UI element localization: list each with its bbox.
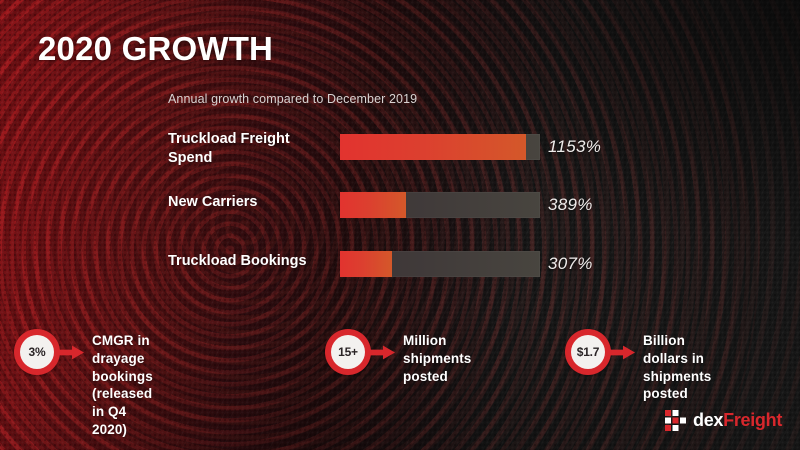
stat-number: 15+	[338, 345, 358, 359]
bar-fill	[340, 192, 406, 218]
chart-subtitle: Annual growth compared to December 2019	[168, 92, 418, 106]
dex-matrix-icon	[665, 410, 686, 431]
arrow-right-icon	[54, 345, 84, 360]
bar-label-line2: Spend	[168, 149, 213, 166]
bar-fill	[340, 251, 392, 277]
bar-value: 1153%	[548, 137, 602, 156]
stat-disc: 15+	[331, 335, 365, 369]
arrow-right-icon	[365, 345, 395, 360]
bar-label-line1: New Carriers	[168, 194, 258, 210]
stat-line2: (released in Q4 2020)	[92, 386, 153, 438]
stat-number: $1.7	[576, 345, 600, 359]
logo-wordmark: dexFreight	[693, 410, 782, 431]
stat-description: Billion dollars in shipments posted	[643, 332, 711, 403]
stat-circle: 3%	[14, 329, 60, 375]
brand-logo: dexFreight	[665, 410, 782, 431]
bar-label: Truckload Bookings	[168, 252, 336, 271]
page-title: 2020 GROWTH	[38, 30, 274, 67]
stat-number: 3%	[28, 345, 46, 359]
bar-label: Truckload Freight Spend	[168, 130, 336, 168]
stat-line1: Billion dollars in	[643, 333, 705, 366]
bar-label-line1: Truckload Freight	[168, 131, 290, 147]
stat-description: Million shipments posted	[403, 332, 471, 385]
stat-description: CMGR in drayage bookings (released in Q4…	[92, 332, 153, 439]
stat-line2: shipments posted	[643, 368, 712, 402]
bar-track	[340, 192, 540, 218]
bar-value: 307%	[548, 254, 593, 273]
bar-label-line1: Truckload Bookings	[168, 253, 307, 269]
stat-line1: Million shipments	[403, 333, 472, 366]
stat-disc: $1.7	[571, 335, 605, 369]
stat-line2: posted	[403, 368, 448, 384]
bar-label: New Carriers	[168, 193, 336, 212]
bar-fill	[340, 134, 526, 160]
arrow-right-icon	[605, 345, 635, 360]
stat-circle: $1.7	[565, 329, 611, 375]
bar-value: 389%	[548, 195, 593, 214]
stat-circle: 15+	[325, 329, 371, 375]
logo-text-freight: Freight	[723, 410, 783, 430]
stat-disc: 3%	[20, 335, 54, 369]
logo-text-dex: dex	[693, 410, 724, 430]
bar-track	[340, 134, 540, 160]
stat-line1: CMGR in drayage bookings	[92, 333, 153, 384]
bar-track	[340, 251, 540, 277]
